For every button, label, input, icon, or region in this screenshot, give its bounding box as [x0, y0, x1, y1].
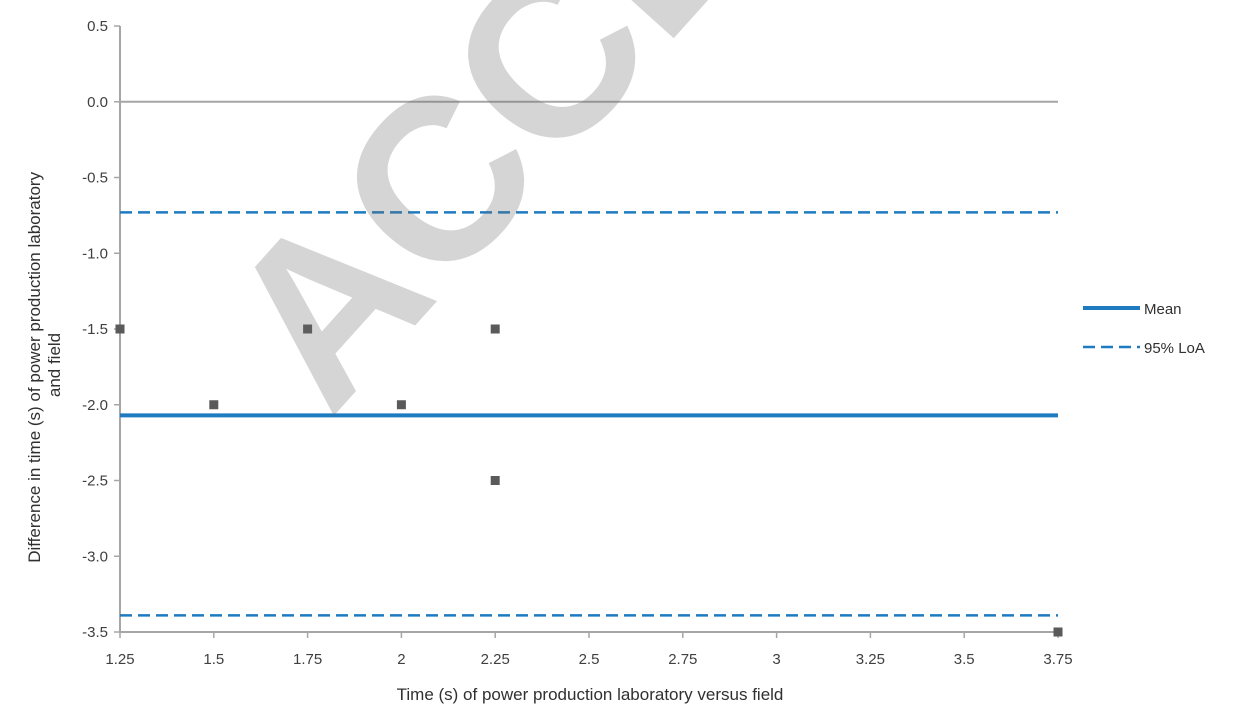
x-tick-label: 2.5 — [579, 651, 600, 668]
y-tick-label: -2.5 — [82, 473, 108, 490]
y-tick-label: -1.0 — [82, 245, 108, 262]
x-tick-label: 2 — [397, 651, 405, 668]
x-tick-label: 1.75 — [293, 651, 322, 668]
y-axis-title-line-1: Difference in time (s) of power producti… — [25, 171, 44, 562]
data-points — [115, 324, 1063, 637]
y-tick-labels: 0.5 0.0 -0.5 -1.0 -1.5 -2.0 -2.5 -3.0 -3.5 — [82, 18, 120, 641]
series-lines — [120, 211, 1058, 617]
x-tick-label: 2.75 — [668, 651, 697, 668]
x-tick-label: 2.25 — [481, 651, 510, 668]
legend-mean-label: Mean — [1144, 301, 1182, 318]
y-tick-label: 0.5 — [87, 18, 108, 35]
x-tick-label: 3.5 — [954, 651, 975, 668]
data-point — [490, 324, 500, 334]
legend: Mean 95% LoA — [1083, 301, 1205, 357]
y-axis-title-line-2: and field — [45, 333, 64, 397]
data-point — [1053, 627, 1063, 637]
x-tick-label: 1.5 — [203, 651, 224, 668]
y-tick-label: -3.0 — [82, 548, 108, 565]
y-tick-label: 0.0 — [87, 94, 108, 111]
y-tick-label: -0.5 — [82, 170, 108, 187]
data-point — [209, 400, 219, 410]
y-tick-label: -3.5 — [82, 624, 108, 641]
x-tick-labels: 1.25 1.5 1.75 2 2.25 2.5 2.75 3 3.25 3.5 3.75 — [105, 632, 1073, 668]
y-tick-label: -1.5 — [82, 321, 108, 338]
data-point — [303, 324, 313, 334]
data-point — [490, 476, 500, 485]
y-axis-title: Difference in time (s) of power producti… — [25, 167, 64, 563]
data-point — [396, 400, 406, 410]
x-tick-label: 3.25 — [856, 651, 885, 668]
y-tick-label: -2.0 — [82, 397, 108, 414]
data-point — [115, 324, 125, 334]
x-tick-label: 3 — [772, 651, 780, 668]
legend-loa-label: 95% LoA — [1144, 340, 1205, 357]
x-tick-label: 3.75 — [1043, 651, 1072, 668]
x-tick-label: 1.25 — [105, 651, 134, 668]
x-axis-title: Time (s) of power production laboratory … — [397, 685, 784, 704]
